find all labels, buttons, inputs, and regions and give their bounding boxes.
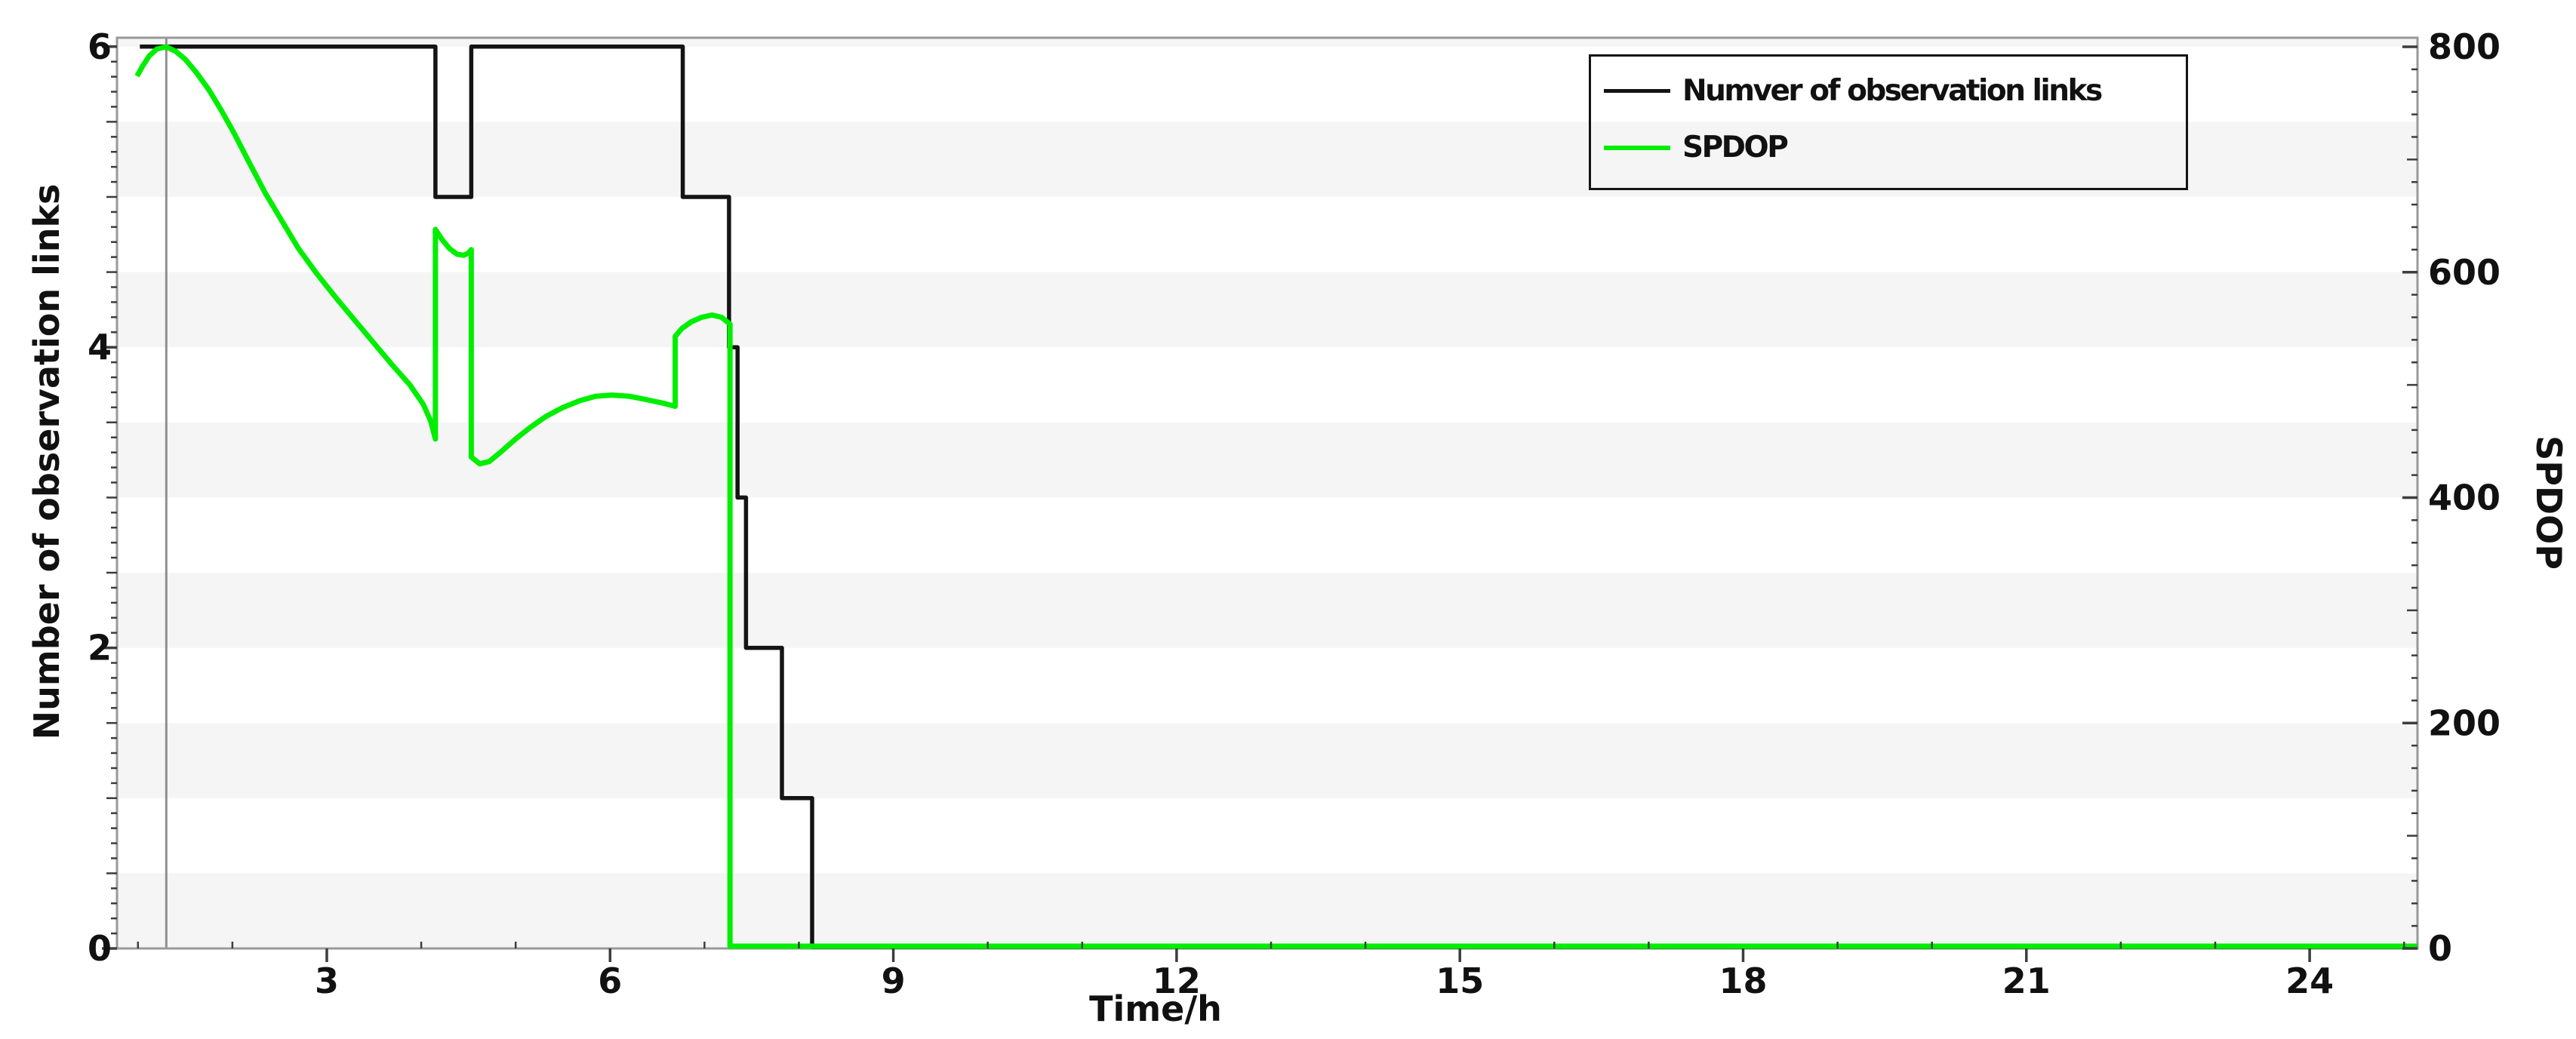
plot-stripe — [117, 38, 2418, 47]
legend-label: Numver of observation links — [1682, 74, 2103, 108]
legend-label: SPDOP — [1682, 131, 1789, 164]
x-tick-label: 9 — [882, 961, 906, 1001]
plot-stripe — [117, 723, 2418, 798]
right-axis-title: SPDOP — [2528, 435, 2569, 570]
plot-stripe — [117, 873, 2418, 948]
plot-stripe — [117, 573, 2418, 648]
x-tick-label: 21 — [2002, 961, 2051, 1001]
right-tick-label: 400 — [2428, 478, 2501, 518]
right-tick-label: 600 — [2428, 252, 2501, 293]
legend-line-sample-green — [1604, 145, 1670, 150]
right-tick-label: 200 — [2428, 702, 2501, 743]
legend: Numver of observation links SPDOP — [1589, 54, 2188, 190]
x-tick-label: 6 — [598, 961, 622, 1001]
x-tick-label: 3 — [315, 961, 339, 1001]
plot-stripe — [117, 121, 2418, 197]
left-tick-label: 0 — [88, 928, 112, 969]
legend-item-spdop: SPDOP — [1604, 119, 2186, 176]
series-observation-links — [140, 45, 2418, 949]
plot-stripe — [117, 422, 2418, 498]
right-tick-label: 800 — [2428, 26, 2501, 67]
x-axis-title: Time/h — [1089, 988, 1222, 1029]
left-tick-label: 4 — [88, 327, 112, 367]
legend-item-observation-links: Numver of observation links — [1604, 63, 2186, 119]
right-tick-label: 0 — [2428, 928, 2452, 969]
series-spdop — [134, 44, 2418, 949]
plot-stripe — [117, 272, 2418, 348]
x-tick-label: 12 — [1153, 961, 1201, 1001]
left-tick-label: 2 — [88, 628, 112, 669]
x-tick-label: 24 — [2285, 961, 2334, 1001]
legend-line-sample-black — [1604, 89, 1670, 93]
left-axis-title: Number of observation links — [26, 183, 67, 740]
x-tick-label: 15 — [1436, 961, 1484, 1001]
x-tick-label: 18 — [1719, 961, 1767, 1001]
left-tick-label: 6 — [88, 26, 112, 67]
